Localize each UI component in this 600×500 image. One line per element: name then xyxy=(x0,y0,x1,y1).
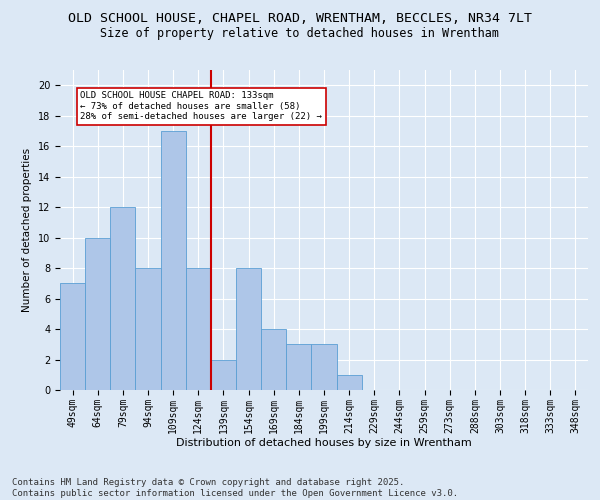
Bar xyxy=(161,131,186,390)
Text: OLD SCHOOL HOUSE, CHAPEL ROAD, WRENTHAM, BECCLES, NR34 7LT: OLD SCHOOL HOUSE, CHAPEL ROAD, WRENTHAM,… xyxy=(68,12,532,26)
Bar xyxy=(85,238,110,390)
Bar xyxy=(211,360,236,390)
Bar xyxy=(286,344,311,390)
Text: OLD SCHOOL HOUSE CHAPEL ROAD: 133sqm
← 73% of detached houses are smaller (58)
2: OLD SCHOOL HOUSE CHAPEL ROAD: 133sqm ← 7… xyxy=(80,92,322,121)
Y-axis label: Number of detached properties: Number of detached properties xyxy=(22,148,32,312)
Bar xyxy=(60,284,85,390)
Text: Contains HM Land Registry data © Crown copyright and database right 2025.
Contai: Contains HM Land Registry data © Crown c… xyxy=(12,478,458,498)
Bar xyxy=(337,375,362,390)
Bar xyxy=(311,344,337,390)
Bar xyxy=(136,268,161,390)
Bar xyxy=(261,329,286,390)
Text: Size of property relative to detached houses in Wrentham: Size of property relative to detached ho… xyxy=(101,28,499,40)
X-axis label: Distribution of detached houses by size in Wrentham: Distribution of detached houses by size … xyxy=(176,438,472,448)
Bar xyxy=(110,207,136,390)
Bar xyxy=(236,268,261,390)
Bar xyxy=(186,268,211,390)
